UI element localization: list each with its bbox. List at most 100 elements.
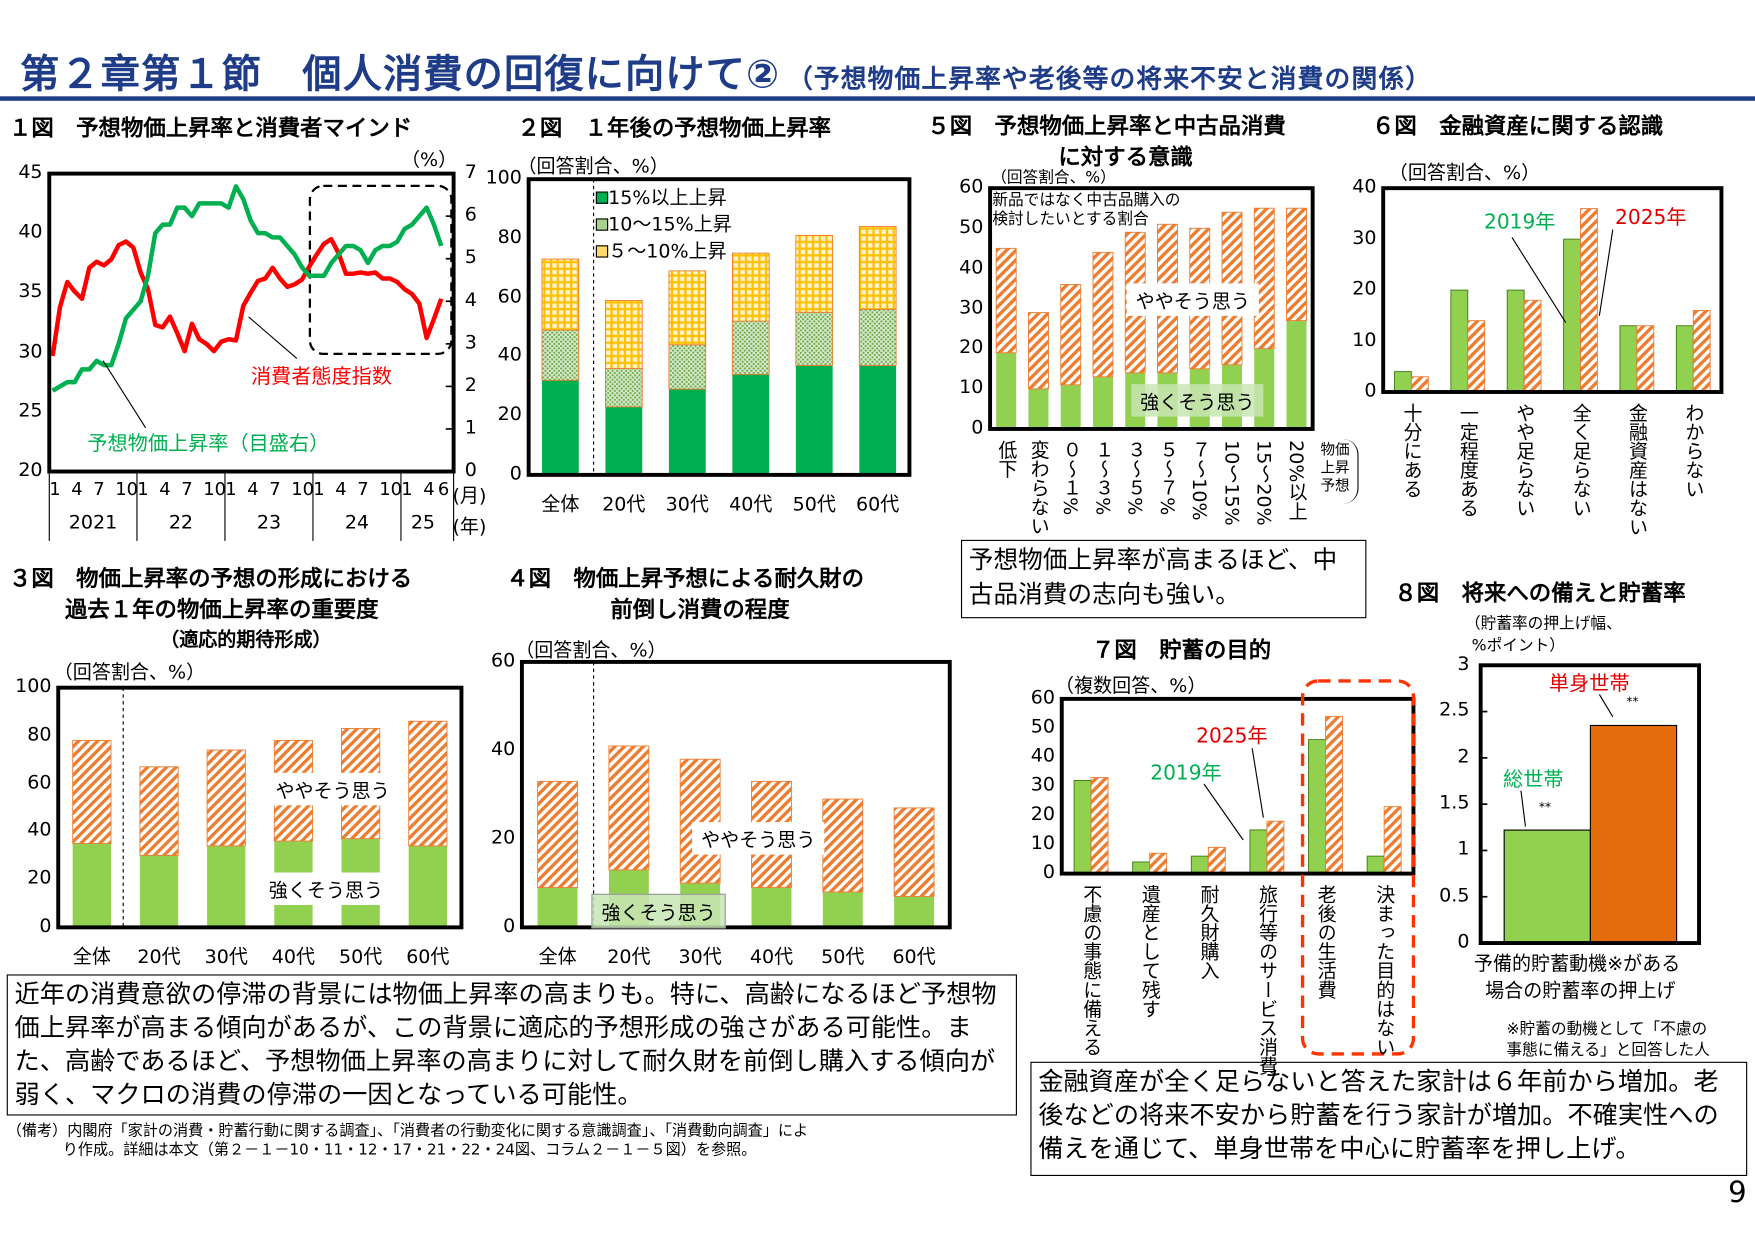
fig1-ytick-right: 2 [464, 374, 477, 397]
fig1-xtick-year: 23 [256, 511, 282, 535]
fig2-category-label: 50代 [792, 493, 836, 517]
fig5-category-label: 低下 [993, 440, 1017, 479]
fig1-xtick-month: 4 [335, 478, 347, 500]
fig5-bar [1286, 320, 1307, 429]
fig3-bar [408, 845, 447, 928]
fig3-bar [72, 739, 112, 844]
fig3-category-label: 40代 [271, 946, 316, 969]
fig6-category-label: 一定程度ある [1455, 403, 1478, 518]
fig4-bar [894, 896, 935, 928]
fig2-bar [859, 365, 897, 475]
fig6-category-label: 全く足らない [1568, 403, 1591, 518]
fig6-category-label: 十分にある [1399, 403, 1422, 499]
fig5-category-label: １～３% [1090, 440, 1114, 516]
fig3-bar [206, 749, 246, 847]
fig5-ytick: 60 [959, 175, 984, 199]
fig5-category-label: 15～20% [1251, 440, 1275, 526]
fig2-bar [731, 320, 770, 375]
fig8-title: ８図 将来への備えと貯蓄率 [1394, 579, 1686, 606]
fig2-category-label: 20代 [602, 493, 646, 517]
fig3-category-label: 50代 [338, 946, 383, 969]
fig5-bar [1092, 376, 1113, 429]
fig7-ytick: 20 [1030, 803, 1056, 826]
fig3-title-line2: 過去１年の物価上昇率の重要度 [64, 595, 379, 623]
fig2-bar [541, 380, 579, 475]
title-subtitle: （予想物価上昇率や老後等の将来不安と消費の関係） [786, 64, 1433, 95]
fig2-bar [668, 344, 707, 390]
fig8-ytick: 2.5 [1439, 699, 1470, 722]
fig4-plot-frame [519, 659, 952, 930]
fig7-category-label: 旅行等のサービス消費 [1254, 884, 1277, 1076]
fig2-category-label: 40代 [729, 493, 773, 517]
fig1-unit: （%） [400, 148, 458, 172]
fig1-ytick-left: 35 [18, 280, 43, 303]
fig2-ytick: 80 [497, 226, 522, 249]
fig6-category-label: 金融資産はない [1624, 403, 1647, 537]
fig1-xtick-month: 7 [269, 478, 281, 500]
fig3-bar [72, 843, 111, 928]
fig7-ytick: 40 [1030, 744, 1056, 768]
fig7-ytick: 10 [1030, 832, 1056, 855]
fig7-highlight-box [1300, 679, 1416, 1056]
legend-item: 15%以上上昇 [595, 185, 732, 212]
fig2-title: ２図 １年後の予想物価上昇率 [517, 114, 832, 142]
fig7-bar [1308, 739, 1326, 875]
fig1-xtick-year: 2021 [68, 511, 118, 535]
fig3-ytick: 20 [27, 867, 52, 890]
fig4-unit: （回答割合、%） [515, 639, 667, 662]
fig1-xtick-month: 10 [203, 478, 227, 500]
fig2-bar [668, 389, 706, 475]
fig8-footnote: ※貯蓄の動機として「不慮の [1506, 1020, 1708, 1039]
legend-label: 15%以上上昇 [608, 187, 727, 210]
fig1-arrow-green [102, 360, 147, 429]
fig1-ytick-left: 20 [18, 459, 43, 482]
fig1-xtick-month: 10 [291, 478, 315, 500]
fig8-ytick: 0 [1457, 930, 1470, 954]
fig4-category-label: 全体 [538, 946, 577, 969]
fig6-plot-frame [1381, 186, 1724, 394]
fig7-label-2019: 2019年 [1150, 761, 1222, 786]
fig7-arrow-2025 [1251, 748, 1264, 818]
fig2-category-label: 60代 [856, 493, 900, 517]
left-summary-box: 近年の消費意欲の停滞の背景には物価上昇率の高まりも。特に、高齢になるほど予想物価… [6, 974, 1017, 1116]
fig1-ytick-right: 0 [464, 459, 477, 482]
fig7-bar [1149, 852, 1168, 875]
fig7-bar [1207, 846, 1226, 875]
fig5-category-label: ３～５% [1122, 440, 1146, 516]
fig7-bar [1366, 855, 1385, 875]
fig1-xtick-month: 1 [313, 478, 325, 500]
fig1-line-expected-inflation [51, 184, 444, 393]
fig6-bar [1450, 289, 1469, 393]
fig2-ytick: 20 [497, 403, 522, 426]
fig1-ytick-right: 5 [464, 246, 477, 269]
fig4-label-some: ややそう思う [692, 822, 825, 855]
fig3-ytick: 0 [39, 915, 52, 938]
fig6-bar [1467, 320, 1486, 393]
fig1-xtick-month: 1 [137, 478, 149, 500]
title-main: 第２章第１節 個人消費の回復に向けて② [20, 52, 781, 98]
fig1-arrow-red [248, 316, 298, 359]
fig4-title: ４図 物価上昇予想による耐久財の [506, 564, 864, 592]
fig4-ytick: 40 [490, 738, 516, 761]
fig2-bar [795, 234, 834, 313]
fig2-bar [858, 308, 897, 366]
fig5-category-label: 変わらない [1026, 440, 1049, 536]
fig5-ytick: 40 [959, 256, 984, 279]
fig8-sig-all: ** [1538, 799, 1552, 815]
fig1-year-unit: (年) [452, 516, 487, 539]
fig2-bar [604, 299, 643, 369]
fig8-ytick: 1.5 [1439, 791, 1470, 815]
fig6-label-2025: 2025年 [1615, 206, 1687, 230]
page-title: 第２章第１節 個人消費の回復に向けて② （予想物価上昇率や老後等の将来不安と消費の… [20, 43, 1432, 100]
fig5-label-strong: 強くそう思う [1131, 384, 1264, 417]
right-summary-box: 金融資産が全く足らないと答えた家計は６年前から増加。老後などの将来不安から貯蓄を… [1030, 1061, 1748, 1176]
fig4-category-label: 20代 [607, 946, 651, 969]
source-note: （備考）内閣府「家計の消費・貯蓄行動に関する調査」、「消費者の行動変化に関する意… [6, 1122, 809, 1141]
fig6-ytick: 40 [1352, 175, 1377, 199]
fig6-title: ６図 金融資産に関する認識 [1372, 112, 1664, 139]
fig1-xtick-month: 1 [401, 478, 413, 500]
fig3-category-label: 20代 [137, 946, 181, 969]
source-note-line2: り作成。詳細は本文（第２－１－10・11・12・17・21・22・24図、コラム… [62, 1141, 757, 1160]
fig3-bar [207, 845, 246, 928]
